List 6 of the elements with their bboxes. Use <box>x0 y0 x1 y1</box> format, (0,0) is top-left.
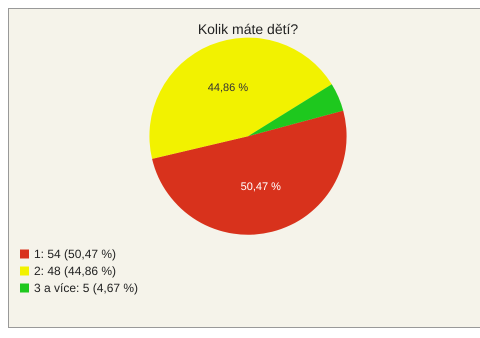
legend-label: 1: 54 (50,47 %) <box>34 247 116 261</box>
chart-title: Kolik máte dětí? <box>198 21 298 37</box>
data-label: 44,86 % <box>208 82 248 94</box>
legend-label: 3 a více: 5 (4,67 %) <box>34 281 138 295</box>
data-label: 50,47 % <box>240 180 282 193</box>
legend-label: 2: 48 (44,86 %) <box>34 264 116 278</box>
